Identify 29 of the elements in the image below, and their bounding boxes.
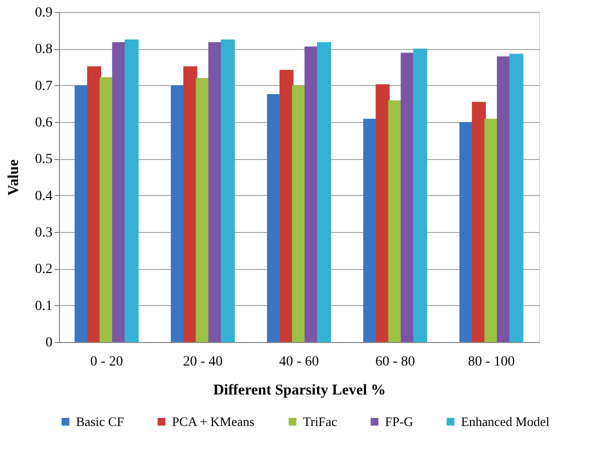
y-tick-label: 0.4 [35, 188, 52, 204]
x-tick-label: 40 - 60 [279, 354, 319, 370]
x-tick-label: 80 - 100 [468, 354, 515, 370]
y-tick-label: 0 [46, 336, 52, 350]
x-tick-label: 60 - 80 [375, 354, 416, 370]
bar [509, 54, 524, 342]
bar [220, 40, 235, 342]
y-tick-label: 0.5 [35, 152, 52, 168]
y-tick-label: 0.9 [35, 6, 52, 20]
x-axis-title: Different Sparsity Level % [213, 382, 386, 398]
y-axis-title: Value [6, 159, 22, 196]
legend-label: TriFac [303, 414, 338, 429]
x-tick-label: 20 - 40 [182, 354, 223, 370]
x-tick-label: 0 - 20 [90, 354, 123, 370]
bar [376, 84, 390, 342]
y-tick-label: 0.8 [35, 42, 52, 58]
legend-label: PCA + KMeans [172, 414, 254, 429]
y-tick-label: 0.3 [35, 226, 52, 240]
legend-label: FP-G [385, 414, 414, 429]
bar [317, 42, 332, 342]
legend-label: Basic CF [76, 414, 124, 429]
y-tick-label: 0.7 [35, 78, 52, 94]
y-tick-label: 0.1 [35, 298, 52, 314]
y-tick-label: 0.2 [35, 262, 52, 278]
y-tick-label: 0.6 [35, 116, 52, 130]
legend-label: Enhanced Model [461, 414, 550, 429]
bar [413, 48, 428, 342]
bar [124, 40, 139, 342]
bar [472, 102, 486, 342]
